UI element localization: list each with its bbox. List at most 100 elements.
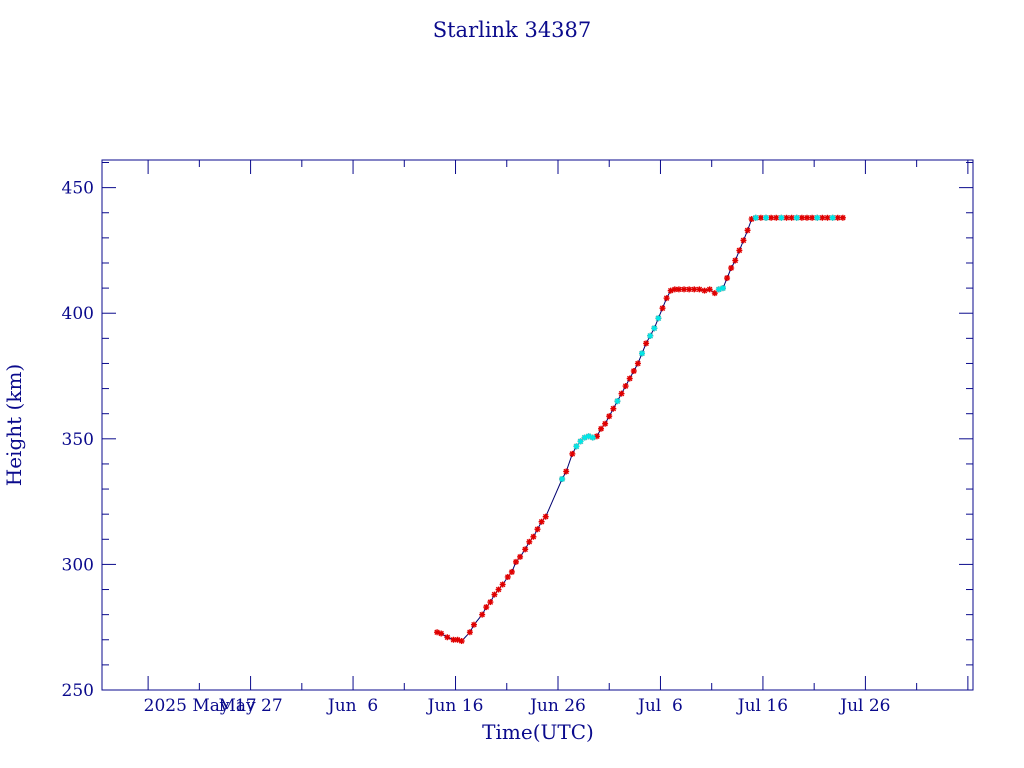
data-point [458, 638, 465, 645]
y-axis-label: Height (km) [2, 364, 26, 486]
data-point [768, 214, 775, 221]
y-tick-label: 350 [62, 430, 94, 450]
x-tick-label: Jul 6 [636, 696, 683, 716]
y-tick-label: 300 [62, 555, 94, 575]
data-point [598, 425, 605, 432]
data-point [569, 450, 576, 457]
data-point [512, 558, 519, 565]
data-point [736, 247, 743, 254]
data-point [696, 286, 703, 293]
data-point [788, 214, 795, 221]
data-point [508, 568, 515, 575]
data-point-alt [589, 434, 596, 441]
data-point-alt [577, 438, 584, 445]
chart-title: Starlink 34387 [433, 18, 592, 42]
data-point-alt [829, 214, 836, 221]
x-tick-label: Jun 6 [326, 696, 378, 716]
data-point [483, 604, 490, 611]
data-point [634, 360, 641, 367]
data-point [487, 599, 494, 606]
data-point [438, 630, 445, 637]
data-point [824, 214, 831, 221]
data-point [538, 518, 545, 525]
data-point [526, 538, 533, 545]
data-point [681, 286, 688, 293]
data-point [542, 513, 549, 520]
data-point [504, 573, 511, 580]
data-point [724, 275, 731, 282]
data-point [834, 214, 841, 221]
data-point [444, 634, 451, 641]
data-point-alt [614, 398, 621, 405]
data-point [675, 286, 682, 293]
data-point [744, 227, 751, 234]
y-tick-label: 450 [62, 179, 94, 199]
data-point [728, 265, 735, 272]
data-series [434, 214, 846, 645]
data-point [701, 287, 708, 294]
data-point [610, 405, 617, 412]
data-point [450, 636, 457, 643]
data-point [602, 420, 609, 427]
data-point [622, 383, 629, 390]
data-point [626, 375, 633, 382]
x-tick-label: Jul 16 [736, 696, 788, 716]
data-point [606, 413, 613, 420]
data-point-alt [719, 285, 726, 292]
data-point-alt [573, 443, 580, 450]
data-point [659, 305, 666, 312]
data-point [740, 237, 747, 244]
x-tick-label: Jun 26 [528, 696, 586, 716]
data-point [530, 533, 537, 540]
y-axis: 250 300 350 400 450 [62, 162, 973, 701]
data-point [618, 390, 625, 397]
data-point-alt [814, 214, 821, 221]
x-tick-label: Jul 26 [838, 696, 890, 716]
data-point [706, 286, 713, 293]
data-point [522, 546, 529, 553]
data-point-alt [763, 214, 770, 221]
y-tick-label: 250 [62, 681, 94, 701]
data-point [691, 286, 698, 293]
data-point [479, 611, 486, 618]
x-tick-label: Jun 16 [426, 696, 484, 716]
data-point-alt [655, 315, 662, 322]
data-point-alt [778, 214, 785, 221]
x-tick-label: May 27 [218, 696, 282, 716]
data-point [495, 586, 502, 593]
data-point [517, 553, 524, 560]
data-point [711, 290, 718, 297]
data-point-alt [559, 476, 566, 483]
x-tick-label: 2025 May 17 [144, 696, 257, 716]
plot-frame [101, 159, 974, 691]
data-point [773, 214, 780, 221]
data-point [798, 214, 805, 221]
data-point-alt [639, 350, 646, 357]
data-point [809, 214, 816, 221]
data-point [499, 581, 506, 588]
series-line [436, 217, 843, 642]
data-point-alt [651, 325, 658, 332]
data-point [563, 468, 570, 475]
data-point [491, 591, 498, 598]
data-point [686, 286, 693, 293]
x-axis-label: Time(UTC) [482, 720, 594, 744]
data-point [643, 340, 650, 347]
data-point [470, 621, 477, 628]
data-point [839, 214, 846, 221]
data-point-alt [752, 214, 759, 221]
data-point [757, 214, 764, 221]
data-point [630, 367, 637, 374]
data-point [466, 629, 473, 636]
data-point [803, 214, 810, 221]
data-point [534, 526, 541, 533]
data-point-alt [793, 214, 800, 221]
data-point [819, 214, 826, 221]
y-tick-label: 400 [62, 304, 94, 324]
data-point [783, 214, 790, 221]
data-point [663, 295, 670, 302]
data-point-alt [647, 332, 654, 339]
data-point [732, 257, 739, 264]
